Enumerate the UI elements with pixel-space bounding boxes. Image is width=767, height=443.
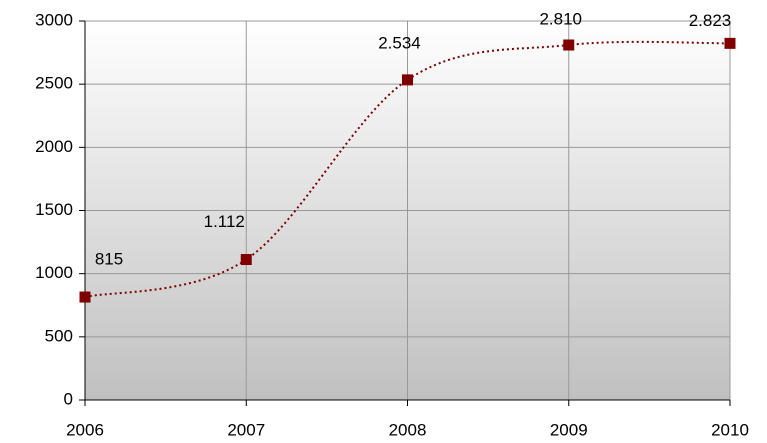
data-label: 2.810	[539, 9, 582, 28]
y-tick-label: 0	[64, 389, 73, 408]
data-label: 1.112	[204, 212, 245, 231]
marker	[402, 74, 413, 86]
marker	[724, 37, 736, 49]
x-tick-label: 2009	[550, 420, 588, 439]
data-label: 2.534	[378, 33, 421, 52]
data-label: 2.823	[689, 11, 732, 30]
marker	[240, 254, 252, 266]
x-tick-label: 2007	[227, 420, 265, 439]
data-label: 815	[95, 250, 123, 269]
x-tick-label: 2008	[389, 420, 427, 439]
x-tick-label: 2010	[711, 420, 749, 439]
y-tick-label: 500	[45, 326, 73, 345]
x-tick-label: 2006	[66, 420, 104, 439]
y-tick-label: 1000	[35, 263, 73, 282]
y-tick-label: 1500	[35, 200, 73, 219]
y-tick-label: 3000	[35, 10, 73, 29]
marker	[563, 39, 575, 51]
y-tick-label: 2000	[35, 137, 73, 156]
marker	[79, 291, 91, 303]
y-tick-label: 2500	[35, 74, 73, 93]
